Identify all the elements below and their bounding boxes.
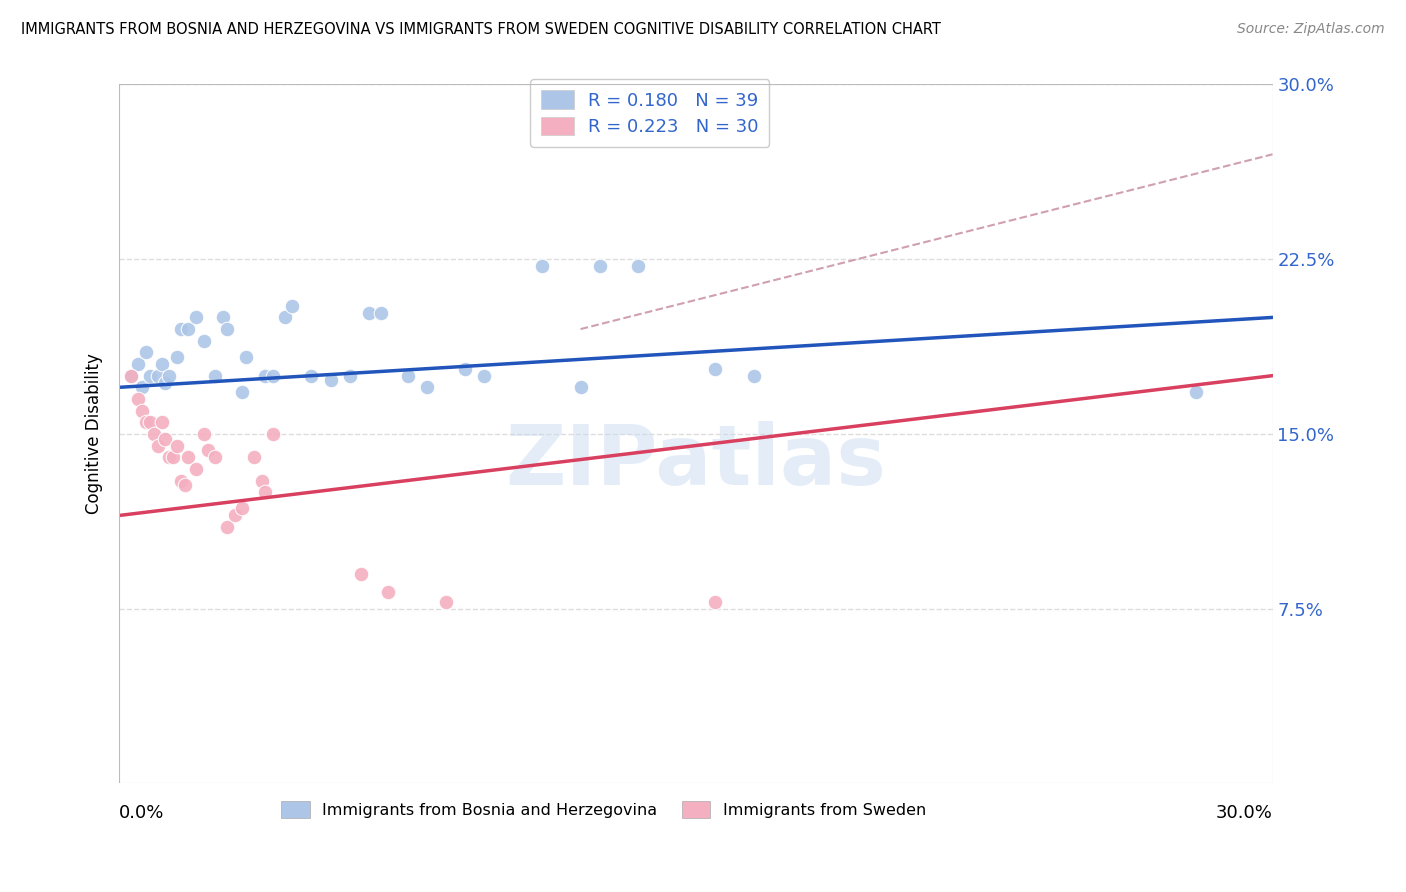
Point <box>377 585 399 599</box>
Point <box>589 259 612 273</box>
Point <box>162 450 184 465</box>
Point <box>135 345 157 359</box>
Point <box>704 595 727 609</box>
Point <box>359 306 381 320</box>
Text: ZIPatlas: ZIPatlas <box>505 421 886 502</box>
Point <box>212 310 235 325</box>
Point <box>177 450 200 465</box>
Point <box>197 443 219 458</box>
Point <box>396 368 419 383</box>
Point <box>231 384 253 399</box>
Point <box>139 368 162 383</box>
Y-axis label: Cognitive Disability: Cognitive Disability <box>86 353 103 515</box>
Point <box>186 462 208 476</box>
Point <box>131 380 153 394</box>
Point <box>243 450 266 465</box>
Point <box>215 322 238 336</box>
Point <box>128 357 150 371</box>
Point <box>150 415 173 429</box>
Text: Source: ZipAtlas.com: Source: ZipAtlas.com <box>1237 22 1385 37</box>
Point <box>454 361 477 376</box>
Point <box>128 392 150 406</box>
Point <box>704 361 727 376</box>
Point <box>157 450 180 465</box>
Point <box>166 439 188 453</box>
Point <box>254 368 277 383</box>
Point <box>173 478 195 492</box>
Point <box>235 350 257 364</box>
Point <box>474 368 496 383</box>
Point <box>742 368 765 383</box>
Point <box>262 426 284 441</box>
Point <box>170 474 193 488</box>
Point <box>339 368 361 383</box>
Point <box>155 432 177 446</box>
Point <box>193 426 215 441</box>
Point <box>204 450 226 465</box>
Point <box>186 310 208 325</box>
Point <box>166 350 188 364</box>
Point <box>135 415 157 429</box>
Point <box>416 380 439 394</box>
Point <box>627 259 650 273</box>
Point <box>1184 384 1206 399</box>
Point <box>250 474 273 488</box>
Text: 0.0%: 0.0% <box>120 805 165 822</box>
Point <box>139 415 162 429</box>
Point <box>350 566 373 581</box>
Point <box>370 306 392 320</box>
Point <box>531 259 554 273</box>
Point <box>281 299 304 313</box>
Point <box>120 368 142 383</box>
Point <box>434 595 457 609</box>
Point <box>569 380 592 394</box>
Point <box>170 322 193 336</box>
Point <box>155 376 177 390</box>
Point <box>254 485 277 500</box>
Text: IMMIGRANTS FROM BOSNIA AND HERZEGOVINA VS IMMIGRANTS FROM SWEDEN COGNITIVE DISAB: IMMIGRANTS FROM BOSNIA AND HERZEGOVINA V… <box>21 22 941 37</box>
Point <box>301 368 323 383</box>
Point <box>224 508 246 523</box>
Point <box>262 368 284 383</box>
Point <box>157 368 180 383</box>
Point <box>193 334 215 348</box>
Point <box>319 373 342 387</box>
Point <box>131 403 153 417</box>
Point <box>150 357 173 371</box>
Point <box>273 310 295 325</box>
Text: 30.0%: 30.0% <box>1216 805 1272 822</box>
Point <box>231 501 253 516</box>
Point <box>177 322 200 336</box>
Point <box>142 426 165 441</box>
Point <box>215 520 238 534</box>
Point <box>146 368 169 383</box>
Point <box>146 439 169 453</box>
Point <box>120 368 142 383</box>
Legend: Immigrants from Bosnia and Herzegovina, Immigrants from Sweden: Immigrants from Bosnia and Herzegovina, … <box>274 795 932 824</box>
Point <box>204 368 226 383</box>
